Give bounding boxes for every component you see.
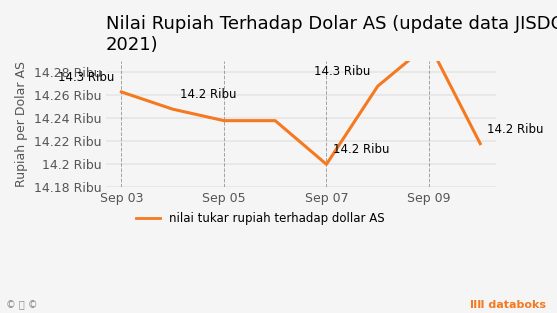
Text: 14.3 Ribu: 14.3 Ribu	[314, 65, 371, 78]
nilai tukar rupiah terhadap dollar AS	[169, 107, 176, 111]
nilai tukar rupiah terhadap dollar AS	[272, 119, 278, 122]
nilai tukar rupiah terhadap dollar AS	[221, 119, 227, 122]
Line: nilai tukar rupiah terhadap dollar AS: nilai tukar rupiah terhadap dollar AS	[121, 44, 480, 164]
nilai tukar rupiah terhadap dollar AS	[118, 90, 125, 94]
Text: 14.3 Ribu: 14.3 Ribu	[0, 312, 1, 313]
nilai tukar rupiah terhadap dollar AS	[477, 142, 483, 146]
Text: 14.2 Ribu: 14.2 Ribu	[334, 143, 390, 156]
nilai tukar rupiah terhadap dollar AS	[323, 162, 330, 166]
nilai tukar rupiah terhadap dollar AS	[374, 84, 381, 88]
Y-axis label: Rupiah per Dolar AS: Rupiah per Dolar AS	[15, 61, 28, 187]
Text: ⅡⅡ databoks: ⅡⅡ databoks	[470, 300, 546, 310]
Text: © Ⓐ ©: © Ⓐ ©	[6, 300, 37, 310]
nilai tukar rupiah terhadap dollar AS	[426, 42, 432, 46]
Legend: nilai tukar rupiah terhadap dollar AS: nilai tukar rupiah terhadap dollar AS	[131, 207, 389, 229]
Text: 14.2 Ribu: 14.2 Ribu	[179, 88, 236, 101]
Text: Nilai Rupiah Terhadap Dolar AS (update data JISDOR : 10 September
2021): Nilai Rupiah Terhadap Dolar AS (update d…	[106, 15, 557, 54]
Text: 14.2 Ribu: 14.2 Ribu	[487, 122, 544, 136]
Text: 14.3 Ribu: 14.3 Ribu	[58, 71, 115, 84]
